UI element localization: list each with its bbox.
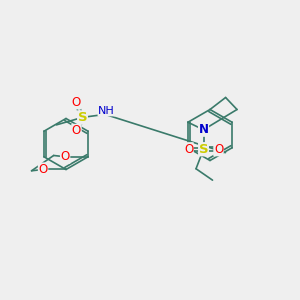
Text: O: O (214, 143, 223, 156)
Text: N: N (199, 123, 208, 136)
Text: O: O (184, 143, 193, 156)
Text: O: O (72, 96, 81, 109)
Text: S: S (78, 111, 87, 124)
Text: O: O (38, 163, 48, 176)
Text: O: O (72, 124, 81, 137)
Text: NH: NH (98, 106, 115, 116)
Text: S: S (199, 143, 208, 156)
Text: O: O (61, 150, 70, 163)
